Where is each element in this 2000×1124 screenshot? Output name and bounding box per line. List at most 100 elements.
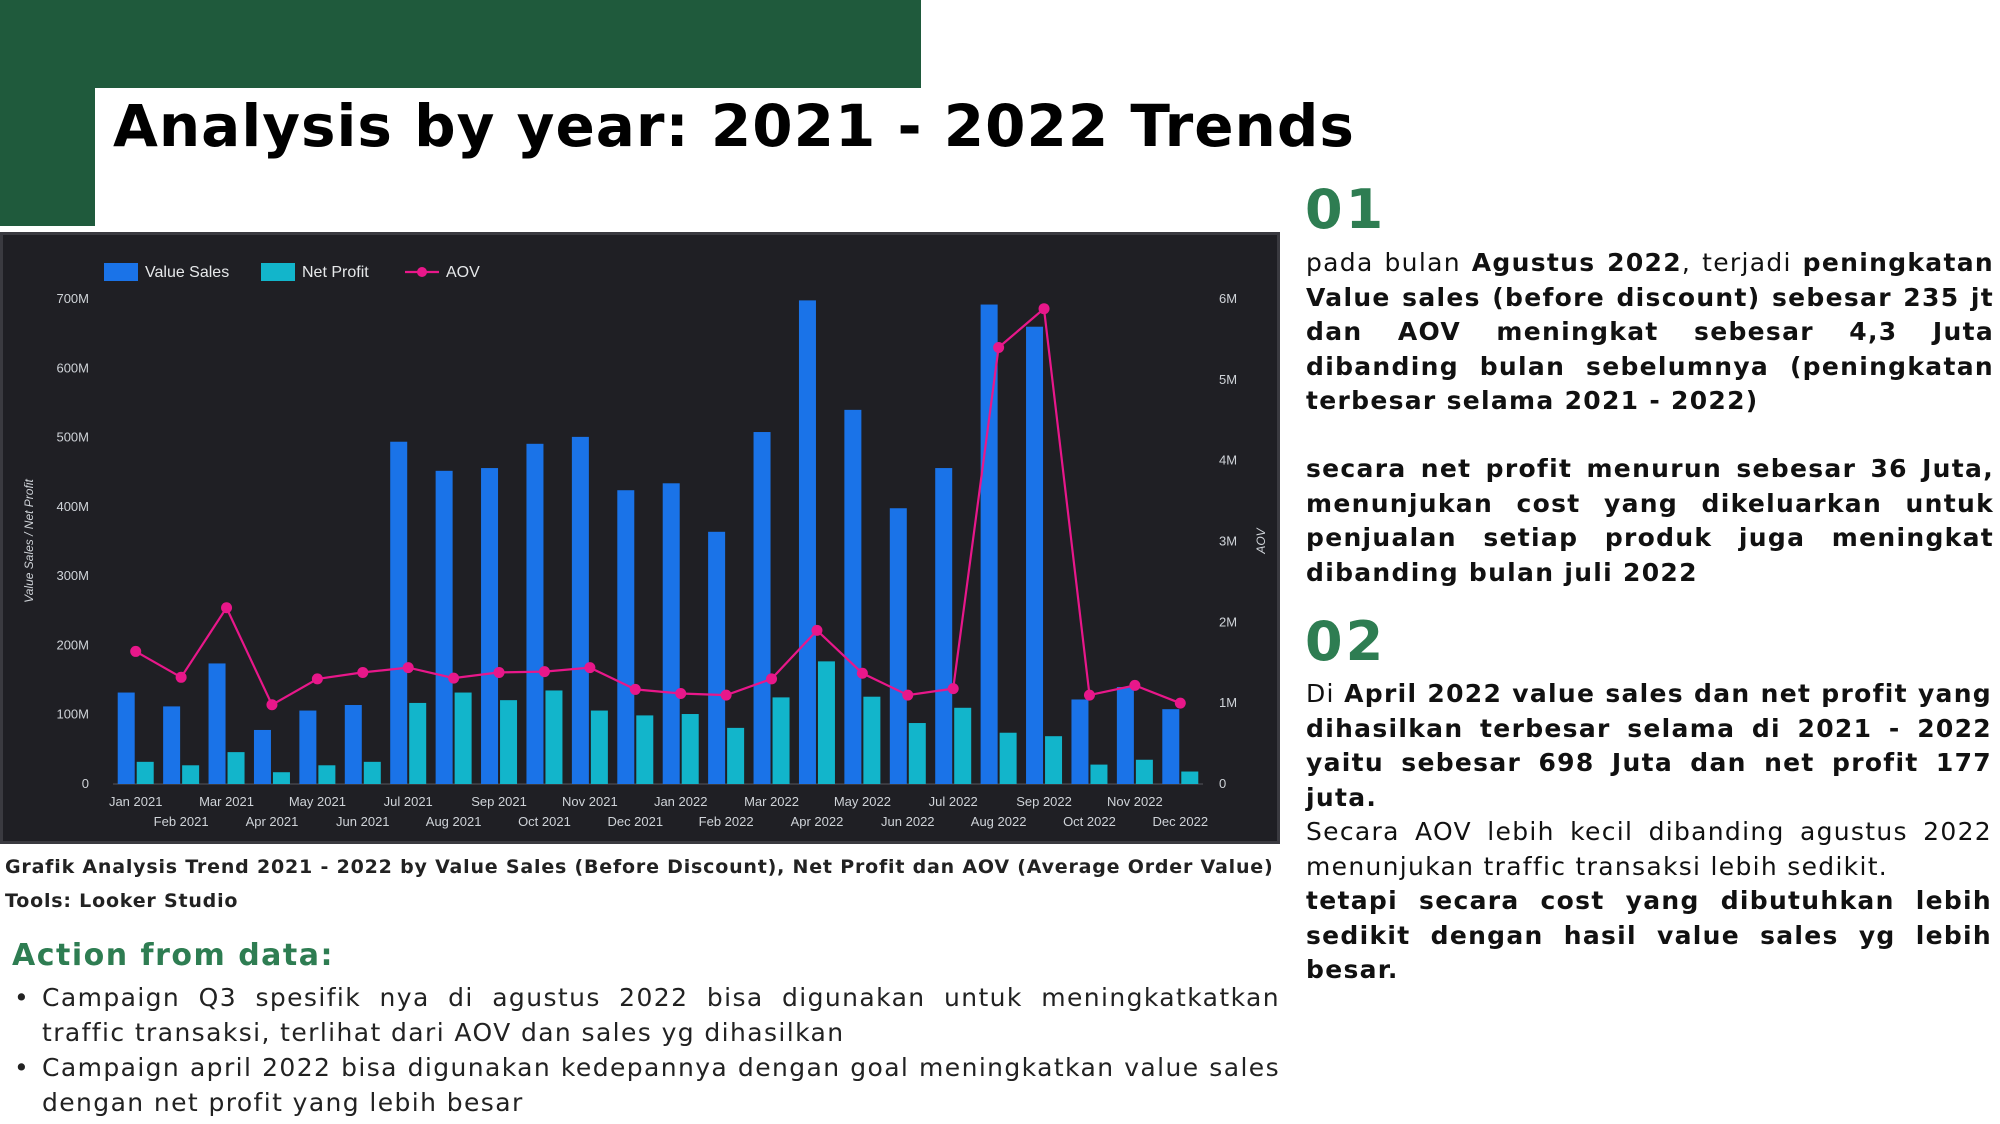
x-tick-label: Jul 2021: [384, 794, 433, 809]
value-sales-bar: [526, 443, 544, 784]
right-tick-label: 1M: [1219, 695, 1237, 710]
legend-swatch-value-sales: [104, 263, 138, 281]
net-profit-bar: [363, 761, 381, 784]
x-tick-label: Sep 2021: [471, 794, 527, 809]
value-sales-bar: [435, 470, 453, 784]
aov-point: [130, 645, 142, 657]
value-sales-bar: [662, 483, 680, 784]
value-sales-bar: [571, 436, 589, 784]
value-sales-bar: [617, 490, 635, 784]
value-sales-bar: [390, 441, 408, 784]
aov-point: [993, 342, 1005, 353]
left-axis-title: Value Sales / Net Profit: [22, 479, 36, 603]
net-profit-bar: [772, 697, 790, 784]
aov-point: [811, 624, 823, 636]
aov-line: [135, 306, 1181, 707]
aov-point: [1083, 689, 1095, 701]
net-profit-bar: [409, 702, 427, 784]
x-tick-label: Nov 2022: [1107, 794, 1163, 809]
net-profit-bar: [272, 772, 290, 784]
right-tick-label: 3M: [1219, 534, 1237, 549]
x-tick-label: Dec 2022: [1152, 814, 1208, 829]
tools-note: Tools: Looker Studio: [5, 890, 239, 912]
x-tick-label: Jun 2021: [336, 814, 390, 829]
x-tick-label: Jun 2022: [881, 814, 935, 829]
x-tick-label: Mar 2021: [199, 794, 254, 809]
net-profit-bar: [1090, 764, 1108, 784]
left-tick-label: 300M: [56, 568, 89, 583]
action-heading: Action from data:: [12, 938, 334, 973]
aov-point: [448, 672, 460, 684]
aov-point: [720, 689, 732, 701]
right-axis-title: AOV: [1254, 527, 1268, 554]
aov-point: [493, 666, 505, 678]
x-tick-label: Oct 2022: [1063, 814, 1116, 829]
insight-number-01: 01: [1305, 178, 1387, 241]
net-profit-bar: [1045, 736, 1063, 784]
insight-paragraph-2: secara net profit menurun sebesar 36 Jut…: [1306, 454, 1994, 587]
left-tick-label: 200M: [56, 637, 89, 652]
x-tick-label: Oct 2021: [518, 814, 571, 829]
aov-point: [856, 667, 868, 679]
value-sales-bar: [798, 300, 816, 784]
value-sales-bar: [1071, 699, 1089, 784]
net-profit-bar: [227, 752, 245, 784]
aov-point: [629, 683, 641, 695]
x-tick-label: Apr 2022: [791, 814, 844, 829]
value-sales-bar: [253, 729, 271, 784]
net-profit-bar: [863, 696, 881, 784]
action-list: Campaign Q3 spesifik nya di agustus 2022…: [12, 980, 1280, 1120]
right-tick-label: 4M: [1219, 453, 1237, 468]
value-sales-bar: [889, 508, 907, 784]
insight-paragraph-4: Secara AOV lebih kecil dibanding agustus…: [1306, 817, 1992, 984]
aov-point: [902, 689, 914, 701]
header-green-block: [0, 0, 921, 88]
x-tick-label: Dec 2021: [607, 814, 663, 829]
x-tick-label: Feb 2022: [699, 814, 754, 829]
legend-label-aov: AOV: [446, 264, 480, 281]
net-profit-bar: [182, 765, 200, 784]
aov-point: [266, 699, 278, 711]
x-tick-label: May 2022: [834, 794, 891, 809]
legend-swatch-net-profit: [261, 263, 295, 281]
aov-point: [1129, 679, 1141, 691]
header-green-side: [0, 0, 95, 226]
net-profit-bar: [136, 761, 154, 784]
aov-point: [402, 662, 414, 674]
aov-point: [175, 671, 187, 683]
insight-paragraph-1: pada bulan Agustus 2022, terjadi peningk…: [1306, 248, 1994, 415]
x-tick-label: Mar 2022: [744, 794, 799, 809]
x-tick-label: Nov 2021: [562, 794, 618, 809]
chart-container: 0 100M 200M 300M 400M 500M 600M 700M 0 1M 2M 3M 4M 5M…: [0, 232, 1280, 844]
aov-point: [538, 666, 550, 678]
aov-point: [675, 687, 687, 699]
action-item: Campaign Q3 spesifik nya di agustus 2022…: [12, 980, 1280, 1050]
net-profit-bar: [817, 661, 835, 784]
legend-label-net-profit: Net Profit: [302, 264, 369, 281]
value-sales-bar: [1026, 326, 1044, 784]
x-tick-label: Aug 2022: [971, 814, 1027, 829]
value-sales-bar: [299, 710, 317, 784]
net-profit-bar: [318, 765, 336, 784]
trend-chart: 0 100M 200M 300M 400M 500M 600M 700M 0 1M 2M 3M 4M 5M…: [22, 263, 1268, 829]
net-profit-bar: [500, 700, 518, 784]
net-profit-bar: [727, 727, 745, 784]
aov-point: [1174, 697, 1186, 709]
value-sales-bar: [844, 409, 862, 784]
right-tick-label: 0: [1219, 776, 1226, 791]
x-tick-label: Sep 2022: [1016, 794, 1072, 809]
net-profit-bar: [1181, 771, 1199, 784]
value-sales-bar: [208, 663, 226, 784]
legend-swatch-aov-dot: [417, 267, 427, 277]
net-profit-bar: [545, 690, 563, 784]
left-tick-label: 700M: [56, 291, 89, 306]
left-tick-label: 100M: [56, 707, 89, 722]
x-tick-label: Jan 2022: [654, 794, 708, 809]
aov-point: [947, 683, 959, 695]
x-tick-label: Jan 2021: [109, 794, 163, 809]
aov-point: [311, 673, 323, 685]
right-tick-label: 5M: [1219, 372, 1237, 387]
left-tick-label: 400M: [56, 499, 89, 514]
net-profit-bar: [590, 710, 608, 784]
x-tick-label: Apr 2021: [246, 814, 299, 829]
